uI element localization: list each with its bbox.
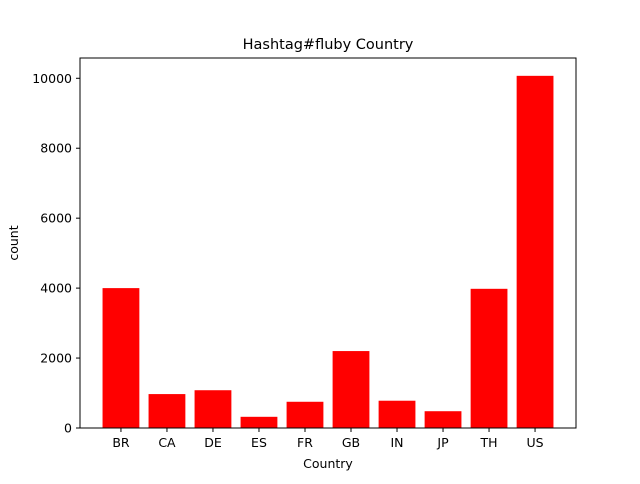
x-tick-label: DE [204,435,222,450]
y-tick-label: 6000 [40,211,72,226]
x-tick-label: FR [297,435,313,450]
y-tick-label: 8000 [40,141,72,156]
plot-frame [79,57,577,429]
x-tick-label: ES [251,435,267,450]
x-tick-label: JP [436,435,449,450]
y-tick-label: 10000 [32,71,72,86]
y-tick-label: 0 [64,421,72,436]
bars-layer [102,75,554,428]
bar-in [378,400,416,428]
x-tick-label: GB [342,435,360,450]
bar-de [194,390,232,428]
x-tick-label: TH [480,435,498,450]
x-axis-label: Country [303,456,353,471]
chart-title: Hashtag#fluby Country [243,37,414,53]
bar-es [240,416,278,428]
bar-fr [286,401,324,428]
bar-br [102,288,140,428]
x-tick-label: CA [158,435,176,450]
bar-th [470,288,508,428]
bar-ca [148,394,186,428]
x-tick-label: BR [112,435,130,450]
y-tick-label: 2000 [40,351,72,366]
bar-gb [332,351,370,428]
bar-us [516,75,554,428]
y-tick-label: 4000 [40,281,72,296]
y-axis-label: count [6,225,21,260]
x-axis: BR CA DE ES FR GB IN JP TH US [112,428,544,450]
y-axis: 0 2000 4000 6000 8000 10000 [32,71,80,436]
x-tick-label: IN [390,435,403,450]
bar-jp [424,411,462,428]
x-tick-label: US [527,435,544,450]
